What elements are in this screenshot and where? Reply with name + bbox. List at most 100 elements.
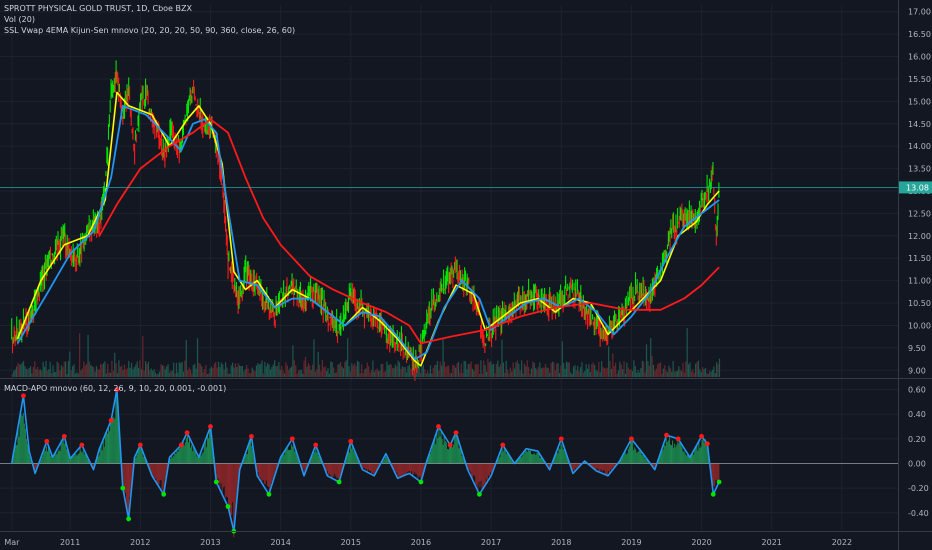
volume-bar xyxy=(317,351,319,377)
volume-bar xyxy=(644,372,646,377)
volume-bar xyxy=(603,367,606,377)
volume-bar xyxy=(568,362,570,377)
volume-bar xyxy=(206,373,208,377)
volume-bar xyxy=(438,370,440,377)
volume-bar xyxy=(202,372,204,377)
volume-bar xyxy=(695,363,697,377)
volume-bar xyxy=(424,369,426,377)
volume-bar xyxy=(570,372,572,377)
volume-bar xyxy=(292,345,294,377)
volume-bar xyxy=(324,366,326,377)
volume-bar xyxy=(153,369,155,377)
volume-bar xyxy=(29,366,32,377)
volume-bar xyxy=(577,365,579,377)
volume-bar xyxy=(159,371,161,377)
mid_ema-line xyxy=(16,104,720,361)
volume-bar xyxy=(476,364,478,377)
volume-bar xyxy=(122,370,124,377)
volume-bar xyxy=(173,362,175,377)
x-tick-label: 2015 xyxy=(341,538,361,547)
volume-bar xyxy=(91,366,93,377)
x-tick-label: 2013 xyxy=(200,538,220,547)
volume-bar xyxy=(352,365,354,377)
volume-bar xyxy=(703,369,705,377)
volume-bar xyxy=(52,365,54,377)
volume-bar xyxy=(453,365,455,377)
volume-bar xyxy=(34,361,36,377)
macd-point xyxy=(453,430,459,436)
price-tick-label: 14.50 xyxy=(908,120,931,129)
volume-bar xyxy=(152,370,154,377)
indicator-legend[interactable]: SSL Vwap 4EMA Kijun-Sen mnovo (20, 20, 2… xyxy=(4,26,296,35)
volume-bar xyxy=(697,360,700,377)
volume-bar xyxy=(661,373,663,377)
volume-bar xyxy=(526,360,528,377)
volume-bar xyxy=(518,363,520,377)
volume-bar xyxy=(682,362,684,377)
volume-bar xyxy=(540,368,542,377)
volume-bar xyxy=(480,360,482,377)
volume-bar xyxy=(557,362,559,377)
volume-bar xyxy=(469,364,471,377)
volume-bar xyxy=(514,368,516,377)
x-tick-label: 2021 xyxy=(762,538,782,547)
last-price-tag[interactable] xyxy=(899,181,932,194)
macd-legend[interactable]: MACD-APO mnovo (60, 12, 26, 9, 10, 20, 0… xyxy=(4,384,227,393)
volume-bar xyxy=(72,366,74,377)
volume-bar xyxy=(494,373,496,377)
volume-bar xyxy=(404,367,406,377)
volume-bar xyxy=(375,370,377,377)
symbol-title[interactable]: SPROTT PHYSICAL GOLD TRUST, 1D, Cboe BZX xyxy=(4,4,192,13)
oscillator-legend: MACD-APO mnovo (60, 12, 26, 9, 10, 20, 0… xyxy=(4,383,226,394)
volume-bar xyxy=(55,372,57,377)
volume-bar xyxy=(504,372,506,377)
volume-bar xyxy=(43,366,46,377)
volume-bar xyxy=(636,372,638,377)
volume-bar xyxy=(321,360,323,377)
volume-bar xyxy=(421,366,423,377)
volume-bar xyxy=(137,367,140,377)
volume-bar xyxy=(502,362,504,377)
volume-bar xyxy=(49,361,51,377)
volume-bar xyxy=(690,371,693,377)
volume-legend[interactable]: Vol (20) xyxy=(4,15,35,24)
volume-bar xyxy=(598,361,600,377)
volume-bar xyxy=(368,365,370,377)
volume-bar xyxy=(666,372,669,377)
volume-bar xyxy=(550,362,552,377)
volume-bar xyxy=(685,361,687,377)
x-tick-label: 2022 xyxy=(832,538,852,547)
volume-bar xyxy=(442,339,444,377)
volume-bar xyxy=(505,360,507,377)
volume-bar xyxy=(147,361,149,377)
volume-bar xyxy=(575,370,577,377)
volume-bar xyxy=(126,368,128,377)
volume-bar xyxy=(231,362,234,377)
volume-bar xyxy=(515,362,517,377)
volume-bar xyxy=(676,371,678,377)
volume-bar xyxy=(532,361,534,377)
macd-point xyxy=(664,432,669,438)
volume-bar xyxy=(456,363,458,377)
price-tick-label: 16.00 xyxy=(908,53,931,62)
volume-bar xyxy=(630,369,632,377)
main-legend: SPROTT PHYSICAL GOLD TRUST, 1D, Cboe BZX… xyxy=(4,3,295,36)
x-tick-label: 2011 xyxy=(60,538,80,547)
volume-bar xyxy=(412,372,415,377)
volume-bar xyxy=(549,372,551,377)
macd-tick-label: 0.00 xyxy=(908,460,926,469)
volume-bar xyxy=(300,369,302,377)
volume-bar xyxy=(290,366,293,377)
volume-bar xyxy=(17,362,19,377)
volume-bar xyxy=(285,362,287,377)
volume-bar xyxy=(293,360,295,377)
volume-bar xyxy=(87,334,89,377)
macd-line xyxy=(10,388,720,533)
volume-bar xyxy=(536,369,538,377)
volume-bar xyxy=(591,364,593,377)
volume-bar xyxy=(295,365,297,377)
volume-bar xyxy=(168,372,171,377)
volume-bar xyxy=(15,366,18,377)
volume-bar xyxy=(396,366,398,377)
